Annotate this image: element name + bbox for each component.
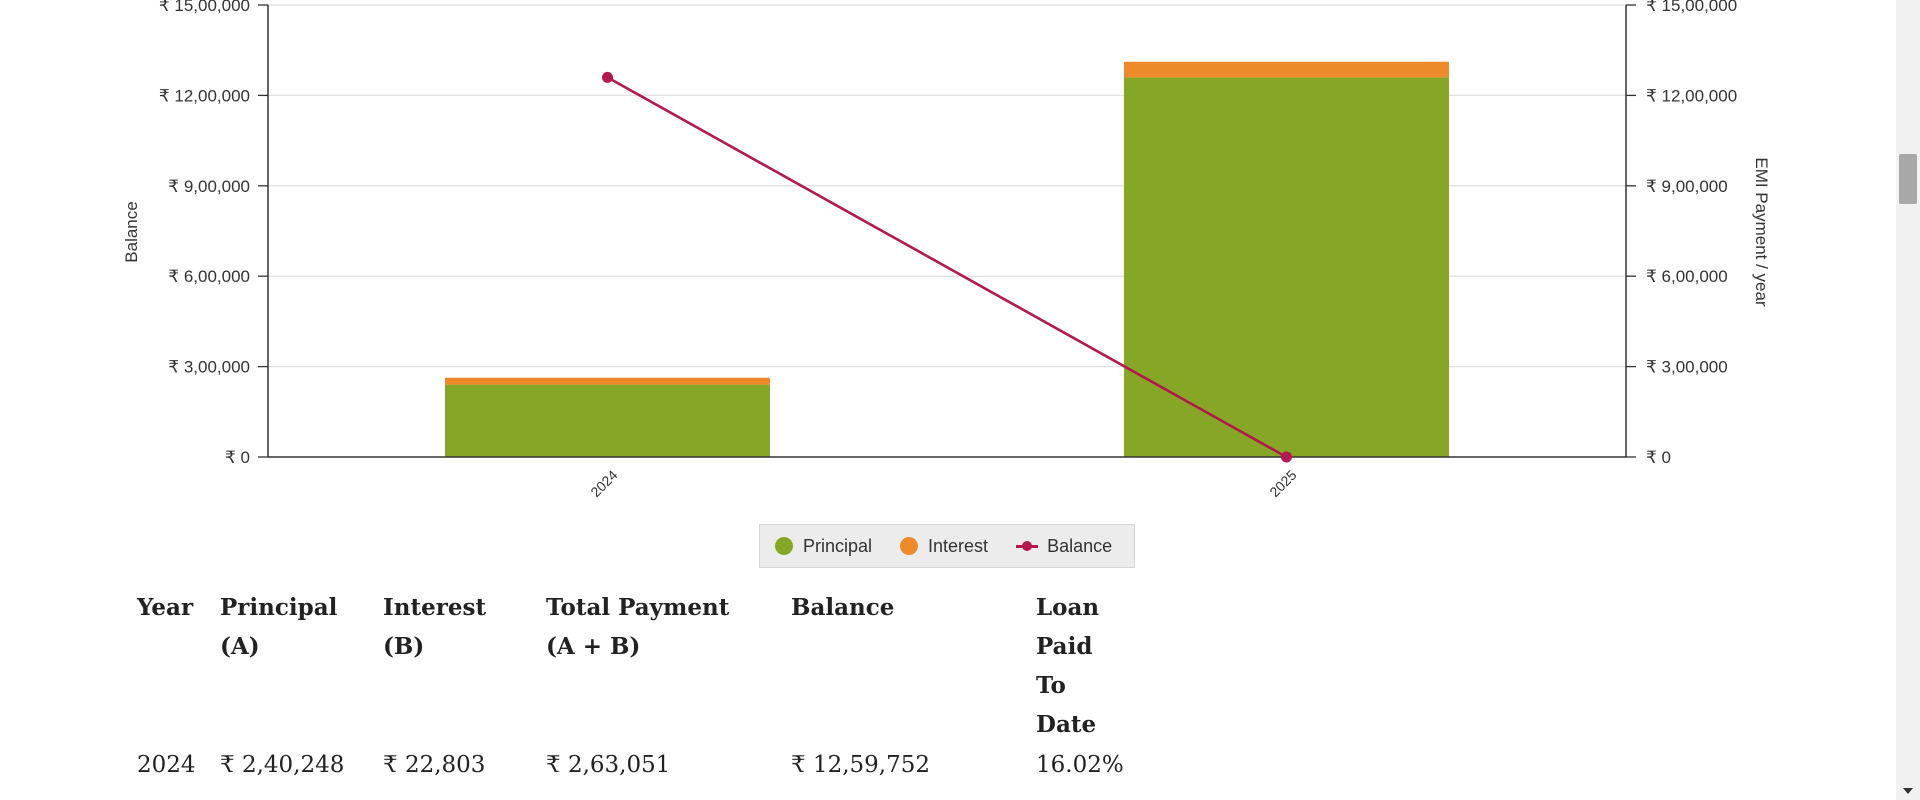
balance-point xyxy=(1281,451,1292,463)
scroll-down-arrow-icon[interactable] xyxy=(1903,788,1913,794)
legend-interest-label: Interest xyxy=(928,535,989,556)
col-header-line: Date xyxy=(1036,711,1097,738)
page-scrollbar[interactable] xyxy=(1896,0,1920,800)
cell-total-payment: ₹ 2,63,051 xyxy=(546,752,671,778)
col-header-line: (B) xyxy=(383,633,425,660)
right-tick-label: ₹ 6,00,000 xyxy=(1646,267,1728,286)
col-header-balance: Balance xyxy=(782,588,1027,744)
balance-line xyxy=(606,76,1288,459)
col-header-line: (A + B) xyxy=(546,633,641,660)
legend-balance-label: Balance xyxy=(1047,535,1113,556)
schedule-table: Year Principal (A) Interest (B) Total Pa… xyxy=(128,588,1135,785)
principal-color-icon xyxy=(775,537,793,555)
left-tick-label: ₹ 12,00,000 xyxy=(159,86,250,105)
col-header-line: Total Payment xyxy=(546,594,730,621)
balance-point xyxy=(602,71,613,83)
col-header-loan-paid: Loan Paid To Date xyxy=(1027,588,1135,744)
legend-principal-label: Principal xyxy=(803,535,873,556)
scrollbar-thumb[interactable] xyxy=(1899,154,1917,204)
col-header-line: Balance xyxy=(791,594,895,621)
cell-principal: ₹ 2,40,248 xyxy=(220,752,345,778)
left-tick-label: ₹ 3,00,000 xyxy=(168,358,250,377)
right-tick-label: ₹ 9,00,000 xyxy=(1646,177,1728,196)
chart-legend: Principal Interest Balance xyxy=(759,524,1135,568)
col-header-line: Paid xyxy=(1036,633,1093,660)
col-header-line: (A) xyxy=(220,633,260,660)
col-header-line: Principal xyxy=(220,594,338,621)
table-row: 2024 ₹ 2,40,248 ₹ 22,803 ₹ 2,63,051 ₹ 12… xyxy=(128,744,1135,785)
col-header-line: To xyxy=(1036,672,1066,699)
left-tick-label: ₹ 15,00,000 xyxy=(159,0,250,15)
table-header-row: Year Principal (A) Interest (B) Total Pa… xyxy=(128,588,1135,744)
col-header-line: Loan xyxy=(1036,594,1100,621)
legend-item-balance[interactable]: Balance xyxy=(1016,536,1112,557)
left-axis-title: Balance xyxy=(122,201,141,262)
col-header-principal: Principal (A) xyxy=(211,588,374,744)
cell-interest: ₹ 22,803 xyxy=(383,752,486,778)
x-category-label: 2024 xyxy=(587,467,620,500)
legend-item-principal[interactable]: Principal xyxy=(775,536,872,557)
col-header-line: Year xyxy=(137,594,194,621)
cell-loan-paid: 16.02% xyxy=(1036,752,1124,778)
right-axis-title: EMI Payment / year xyxy=(1752,157,1771,307)
col-header-line: Interest xyxy=(383,594,487,621)
x-category-label: 2025 xyxy=(1266,467,1299,500)
principal-bar xyxy=(445,384,770,457)
cell-year: 2024 xyxy=(137,752,196,778)
left-tick-label: ₹ 9,00,000 xyxy=(168,177,250,196)
principal-bar xyxy=(1124,77,1449,458)
right-tick-label: ₹ 0 xyxy=(1646,448,1671,467)
interest-color-icon xyxy=(900,537,919,555)
col-header-interest: Interest (B) xyxy=(374,588,537,744)
left-tick-label: ₹ 6,00,000 xyxy=(168,267,250,286)
col-header-year: Year xyxy=(128,588,211,744)
legend-item-interest[interactable]: Interest xyxy=(900,536,988,557)
interest-bar xyxy=(1124,61,1449,78)
balance-line-icon xyxy=(1016,537,1039,555)
emi-chart: ₹ 0 ₹ 3,00,000 ₹ 6,00,000 ₹ 9,00,000 ₹ 12,00… xyxy=(122,0,1771,500)
interest-bar xyxy=(445,377,770,385)
right-tick-label: ₹ 3,00,000 xyxy=(1646,358,1728,377)
right-tick-label: ₹ 15,00,000 xyxy=(1646,0,1737,15)
col-header-total-payment: Total Payment (A + B) xyxy=(537,588,782,744)
left-tick-label: ₹ 0 xyxy=(225,448,250,467)
cell-balance: ₹ 12,59,752 xyxy=(791,752,930,778)
right-tick-label: ₹ 12,00,000 xyxy=(1646,86,1737,105)
